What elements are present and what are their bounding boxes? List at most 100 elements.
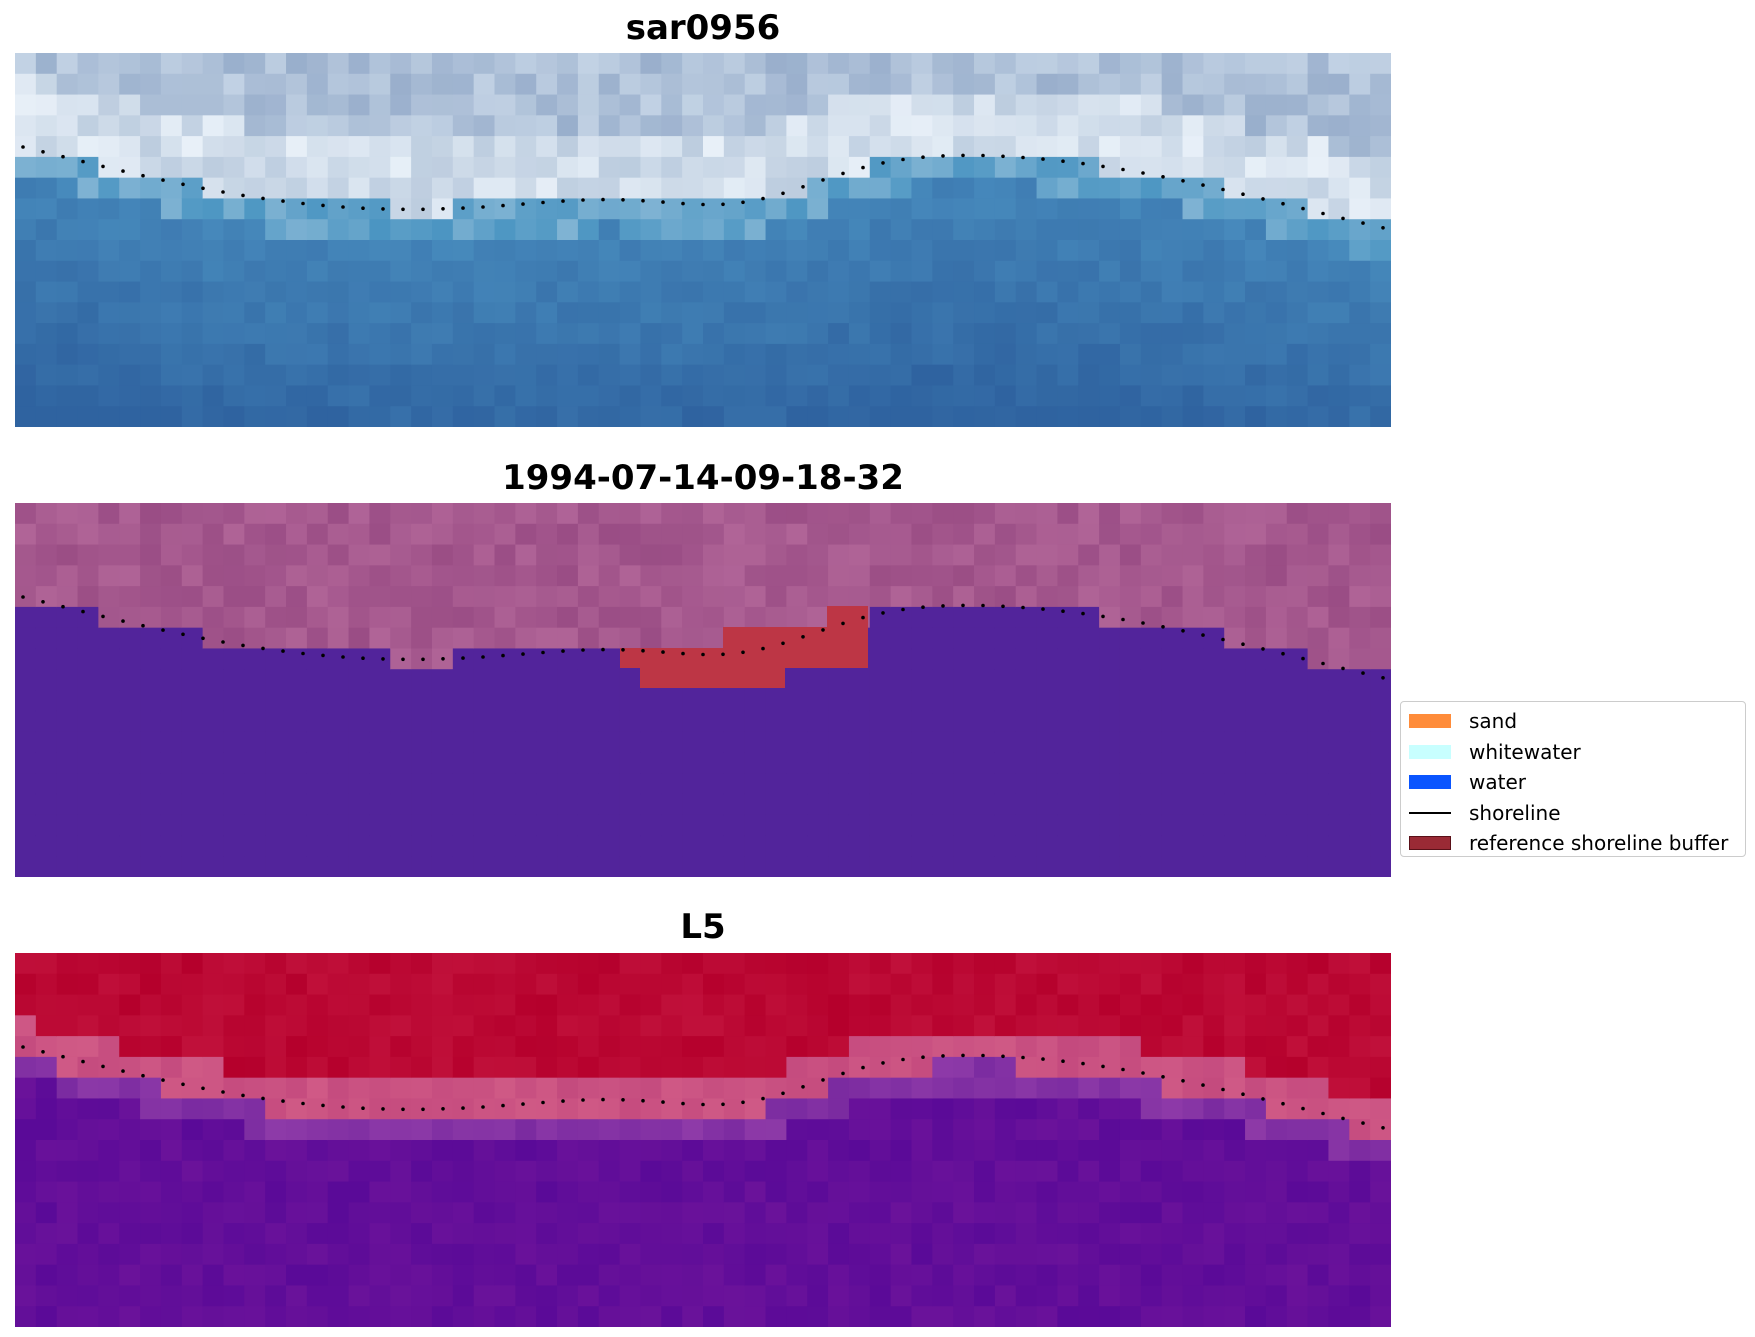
pixel-cell (848, 994, 871, 1016)
pixel-cell (1328, 953, 1350, 975)
pixel-cell (786, 115, 808, 137)
pixel-cell (140, 198, 162, 220)
pixel-cell (1203, 281, 1225, 303)
pixel-cell (35, 1285, 58, 1307)
pixel-cell (77, 364, 99, 387)
pixel-cell (77, 586, 99, 608)
pixel-cell (1370, 690, 1391, 712)
pixel-cell (1161, 323, 1184, 345)
pixel-cell (765, 1181, 787, 1203)
pixel-cell (765, 856, 787, 877)
pixel-cell (1286, 1285, 1309, 1307)
pixel-cell (1203, 323, 1225, 345)
pixel-cell (1099, 1223, 1121, 1245)
pixel-cell (1307, 198, 1330, 220)
pixel-cell (473, 1306, 496, 1327)
pixel-cell (640, 1181, 662, 1203)
pixel-cell (577, 177, 600, 200)
pixel-cell (431, 177, 454, 200)
pixel-cell (244, 814, 266, 837)
pixel-cell (577, 364, 600, 387)
pixel-cell (1203, 1056, 1225, 1079)
pixel-cell (244, 1264, 266, 1287)
shoreline-point (1181, 629, 1185, 633)
pixel-cell (494, 73, 516, 96)
pixel-cell (35, 773, 58, 795)
pixel-cell (265, 710, 287, 733)
pixel-cell (327, 156, 350, 179)
pixel-cell (661, 973, 683, 996)
shoreline-point (901, 1057, 905, 1062)
pixel-cell (244, 1285, 266, 1307)
pixel-cell (1015, 586, 1038, 608)
pixel-cell (1349, 323, 1371, 345)
pixel-cell (1328, 973, 1350, 996)
pixel-cell (1161, 1223, 1184, 1245)
pixel-cell (765, 281, 787, 303)
pixel-cell (577, 323, 600, 345)
pixel-cell (223, 814, 245, 837)
pixel-cell (682, 1285, 704, 1307)
pixel-cell (473, 156, 496, 179)
pixel-cell (557, 503, 579, 525)
pixel-cell (494, 752, 516, 774)
pixel-cell (202, 1119, 225, 1141)
shoreline-points (21, 595, 1385, 680)
pixel-cell (661, 73, 683, 96)
pixel-cell (119, 115, 141, 137)
pixel-cell (327, 523, 350, 546)
pixel-cell (1161, 364, 1184, 387)
pixel-cell (953, 814, 975, 837)
pixel-cell (744, 1077, 767, 1100)
pixel-cell (431, 544, 454, 566)
pixel-cell (223, 1015, 245, 1037)
pixel-cell (1099, 994, 1121, 1016)
pixel-cell (327, 690, 350, 712)
pixel-cell (15, 364, 37, 387)
pixel-cell (1099, 544, 1121, 566)
pixel-cell (98, 343, 120, 366)
pixel-cell (1182, 835, 1204, 857)
pixel-cell (974, 1202, 996, 1224)
shoreline-point (1001, 604, 1005, 609)
pixel-cell (119, 731, 141, 753)
pixel-cell (682, 544, 704, 566)
pixel-cell (828, 731, 850, 753)
shoreline-point (1241, 192, 1245, 196)
pixel-cell (1057, 710, 1079, 733)
pixel-cell (56, 523, 79, 546)
pixel-cell (1203, 1243, 1225, 1266)
pixel-cell (577, 1119, 600, 1141)
shoreline-point (321, 653, 325, 658)
shoreline-point (681, 1101, 685, 1106)
pixel-cell (452, 1160, 475, 1183)
pixel-cell (1119, 1015, 1142, 1037)
pixel-cell (411, 1036, 433, 1058)
pixel-cell (828, 690, 850, 712)
pixel-cell (1015, 156, 1038, 179)
pixel-cell (431, 731, 454, 753)
pixel-cell (1203, 343, 1225, 366)
pixel-cell (390, 565, 412, 587)
pixel-cell (202, 1015, 225, 1037)
pixel-cell (15, 219, 37, 241)
pixel-cell (994, 323, 1017, 345)
pixel-cell (577, 302, 600, 324)
pixel-cell (494, 177, 516, 200)
pixel-cell (515, 1036, 537, 1058)
pixel-cell (661, 1015, 683, 1037)
pixel-cell (473, 406, 496, 427)
pixel-cell (1265, 1119, 1288, 1141)
pixel-cell (411, 406, 433, 427)
pixel-cell (265, 773, 287, 795)
pixel-cell (306, 94, 329, 116)
pixel-cell (306, 773, 329, 795)
pixel-cell (411, 1077, 433, 1100)
pixel-cell (974, 793, 996, 816)
pixel-cell (1370, 281, 1391, 303)
pixel-cell (411, 586, 433, 608)
pixel-cell (140, 177, 162, 200)
pixel-cell (953, 198, 975, 220)
shoreline-point (981, 603, 985, 608)
pixel-cell (181, 503, 204, 525)
